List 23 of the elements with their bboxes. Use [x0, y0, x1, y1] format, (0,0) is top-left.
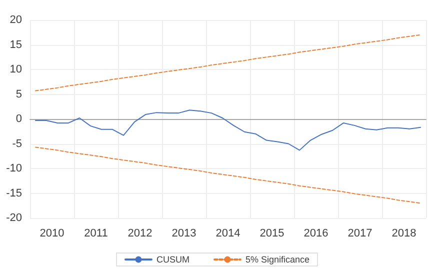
y-tick-label: -10: [6, 162, 22, 174]
x-tick-label: 2011: [84, 228, 108, 240]
legend-label: 5% Significance: [245, 254, 310, 264]
x-tick-label: 2016: [304, 228, 328, 240]
y-tick-label: 10: [10, 64, 22, 76]
legend-label: CUSUM: [156, 254, 190, 264]
y-tick-label: 20: [10, 14, 22, 26]
y-tick-label: 5: [16, 88, 22, 100]
x-tick-label: 2013: [172, 228, 196, 240]
y-tick-label: -20: [6, 212, 22, 224]
line-series: [35, 146, 421, 204]
x-tick-label: 2018: [392, 228, 416, 240]
x-tick-label: 2012: [128, 228, 152, 240]
y-tick-label: -15: [6, 187, 22, 200]
y-tick-label: 0: [16, 113, 22, 125]
y-tick-label: -5: [12, 138, 22, 150]
x-tick-label: 2014: [216, 228, 240, 240]
x-tick-label: 2017: [348, 228, 372, 240]
x-tick-label: 2010: [40, 228, 64, 240]
line-series: [35, 110, 421, 151]
x-tick-label: 2015: [260, 228, 284, 240]
line-series: [35, 34, 421, 92]
y-tick-label: 15: [10, 38, 22, 51]
